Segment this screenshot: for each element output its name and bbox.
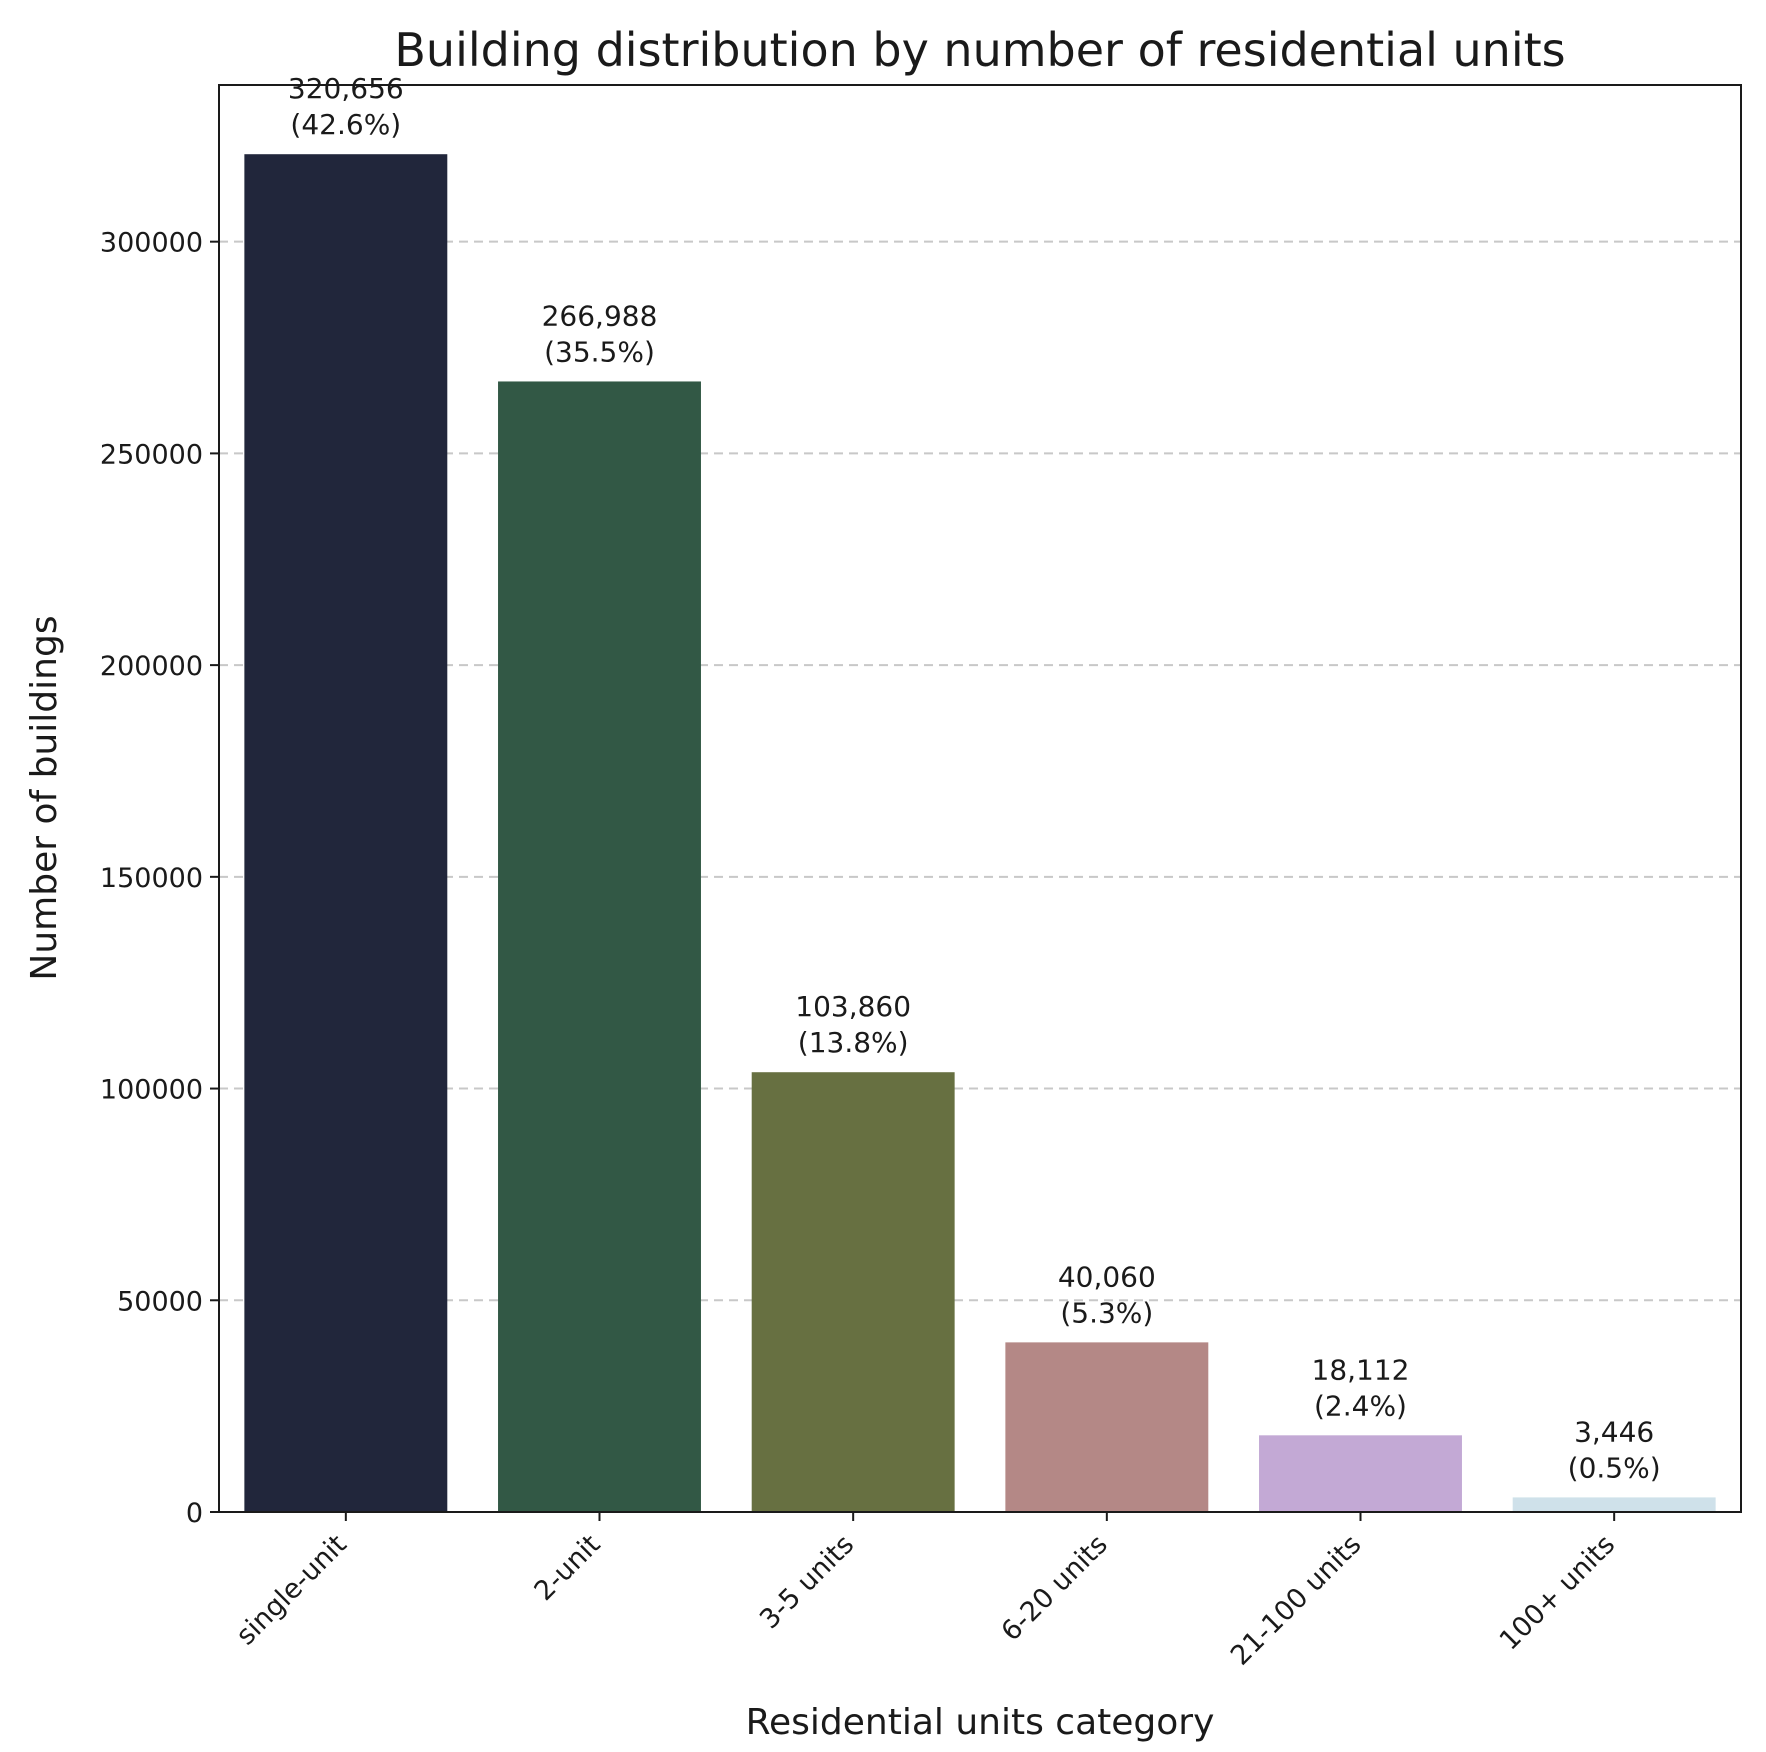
y-tick-label: 300000 [100, 228, 203, 259]
chart-title: Building distribution by number of resid… [394, 23, 1565, 77]
x-tick-label: 6-20 units [996, 1529, 1114, 1647]
bar [244, 154, 448, 1512]
bar-percent-label: (5.3%) [1060, 1296, 1153, 1329]
bar-percent-label: (13.8%) [798, 1026, 909, 1059]
bar [498, 381, 701, 1512]
y-tick-label: 150000 [100, 863, 203, 894]
x-tick-label: 2-unit [529, 1529, 607, 1607]
plot-frame [218, 84, 1742, 1513]
bar-percent-label: (0.5%) [1568, 1451, 1661, 1484]
x-tick-label: 100+ units [1494, 1529, 1621, 1656]
bar [751, 1072, 955, 1512]
x-tick-label: single-unit [230, 1529, 352, 1651]
bar-percent-label: (42.6%) [290, 108, 401, 141]
bar-value-label: 266,988 [542, 299, 658, 332]
bars [244, 154, 1716, 1512]
bar-value-label: 40,060 [1058, 1260, 1156, 1293]
bar-value-label: 3,446 [1574, 1415, 1654, 1448]
x-axis-ticks: single-unit 2-unit 3-5 units 6-20 units 21-1… [230, 1512, 1621, 1672]
bar [1512, 1497, 1716, 1512]
x-tick-label: 3-5 units [754, 1529, 860, 1635]
gridlines [219, 240, 1741, 1302]
y-tick-label: 0 [186, 1498, 203, 1529]
y-tick-label: 250000 [100, 439, 203, 470]
bar-value-label: 18,112 [1312, 1353, 1410, 1386]
y-tick-label: 200000 [100, 651, 203, 682]
x-tick-label: 21-100 units [1225, 1529, 1368, 1672]
bar-value-label: 320,656 [288, 72, 404, 105]
x-axis-label: Residential units category [746, 1702, 1215, 1743]
y-axis-label: Number of buildings [24, 615, 65, 980]
bar-percent-label: (2.4%) [1314, 1389, 1407, 1422]
bar-percent-label: (35.5%) [544, 335, 655, 368]
bar-value-label: 103,860 [795, 990, 911, 1023]
y-axis-ticks: 0 50000 100000 150000 200000 250000 300000 [100, 228, 219, 1529]
y-tick-label: 100000 [100, 1075, 203, 1106]
bar-data-labels: 320,656(42.6%) 266,988(35.5%) 103,860(13.8… [288, 72, 1661, 1484]
y-tick-label: 50000 [117, 1286, 203, 1317]
bar [1259, 1435, 1462, 1512]
bar [1005, 1342, 1209, 1512]
